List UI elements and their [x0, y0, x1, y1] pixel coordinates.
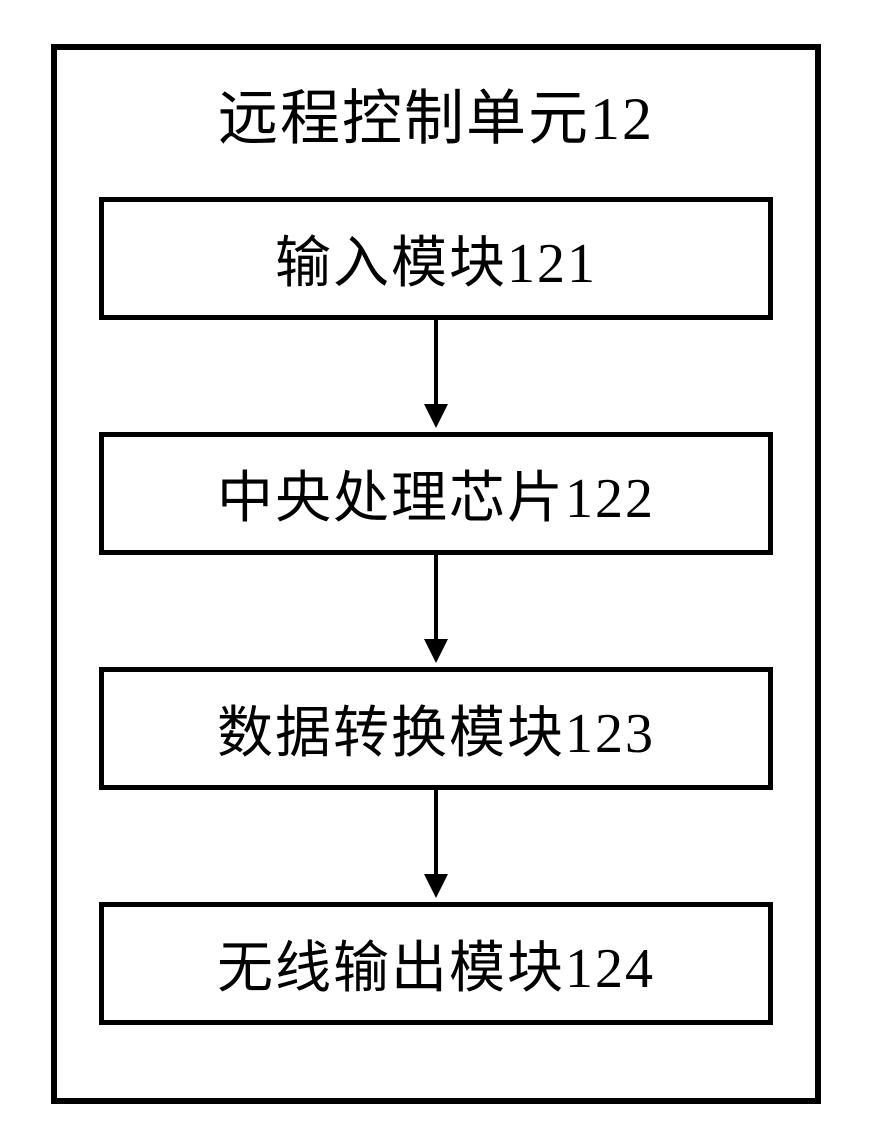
node-data-convert: 数据转换模块123	[99, 667, 773, 790]
arrow-1	[416, 320, 456, 432]
arrow-2	[416, 555, 456, 667]
node-wireless-output: 无线输出模块124	[99, 902, 773, 1025]
diagram-container: 远程控制单元12 输入模块121 中央处理芯片122 数据转换模块123 无线输…	[51, 44, 821, 1104]
node-cpu-chip: 中央处理芯片122	[99, 432, 773, 555]
diagram-title: 远程控制单元12	[218, 70, 654, 157]
arrow-3	[416, 790, 456, 902]
node-input-module: 输入模块121	[99, 197, 773, 320]
